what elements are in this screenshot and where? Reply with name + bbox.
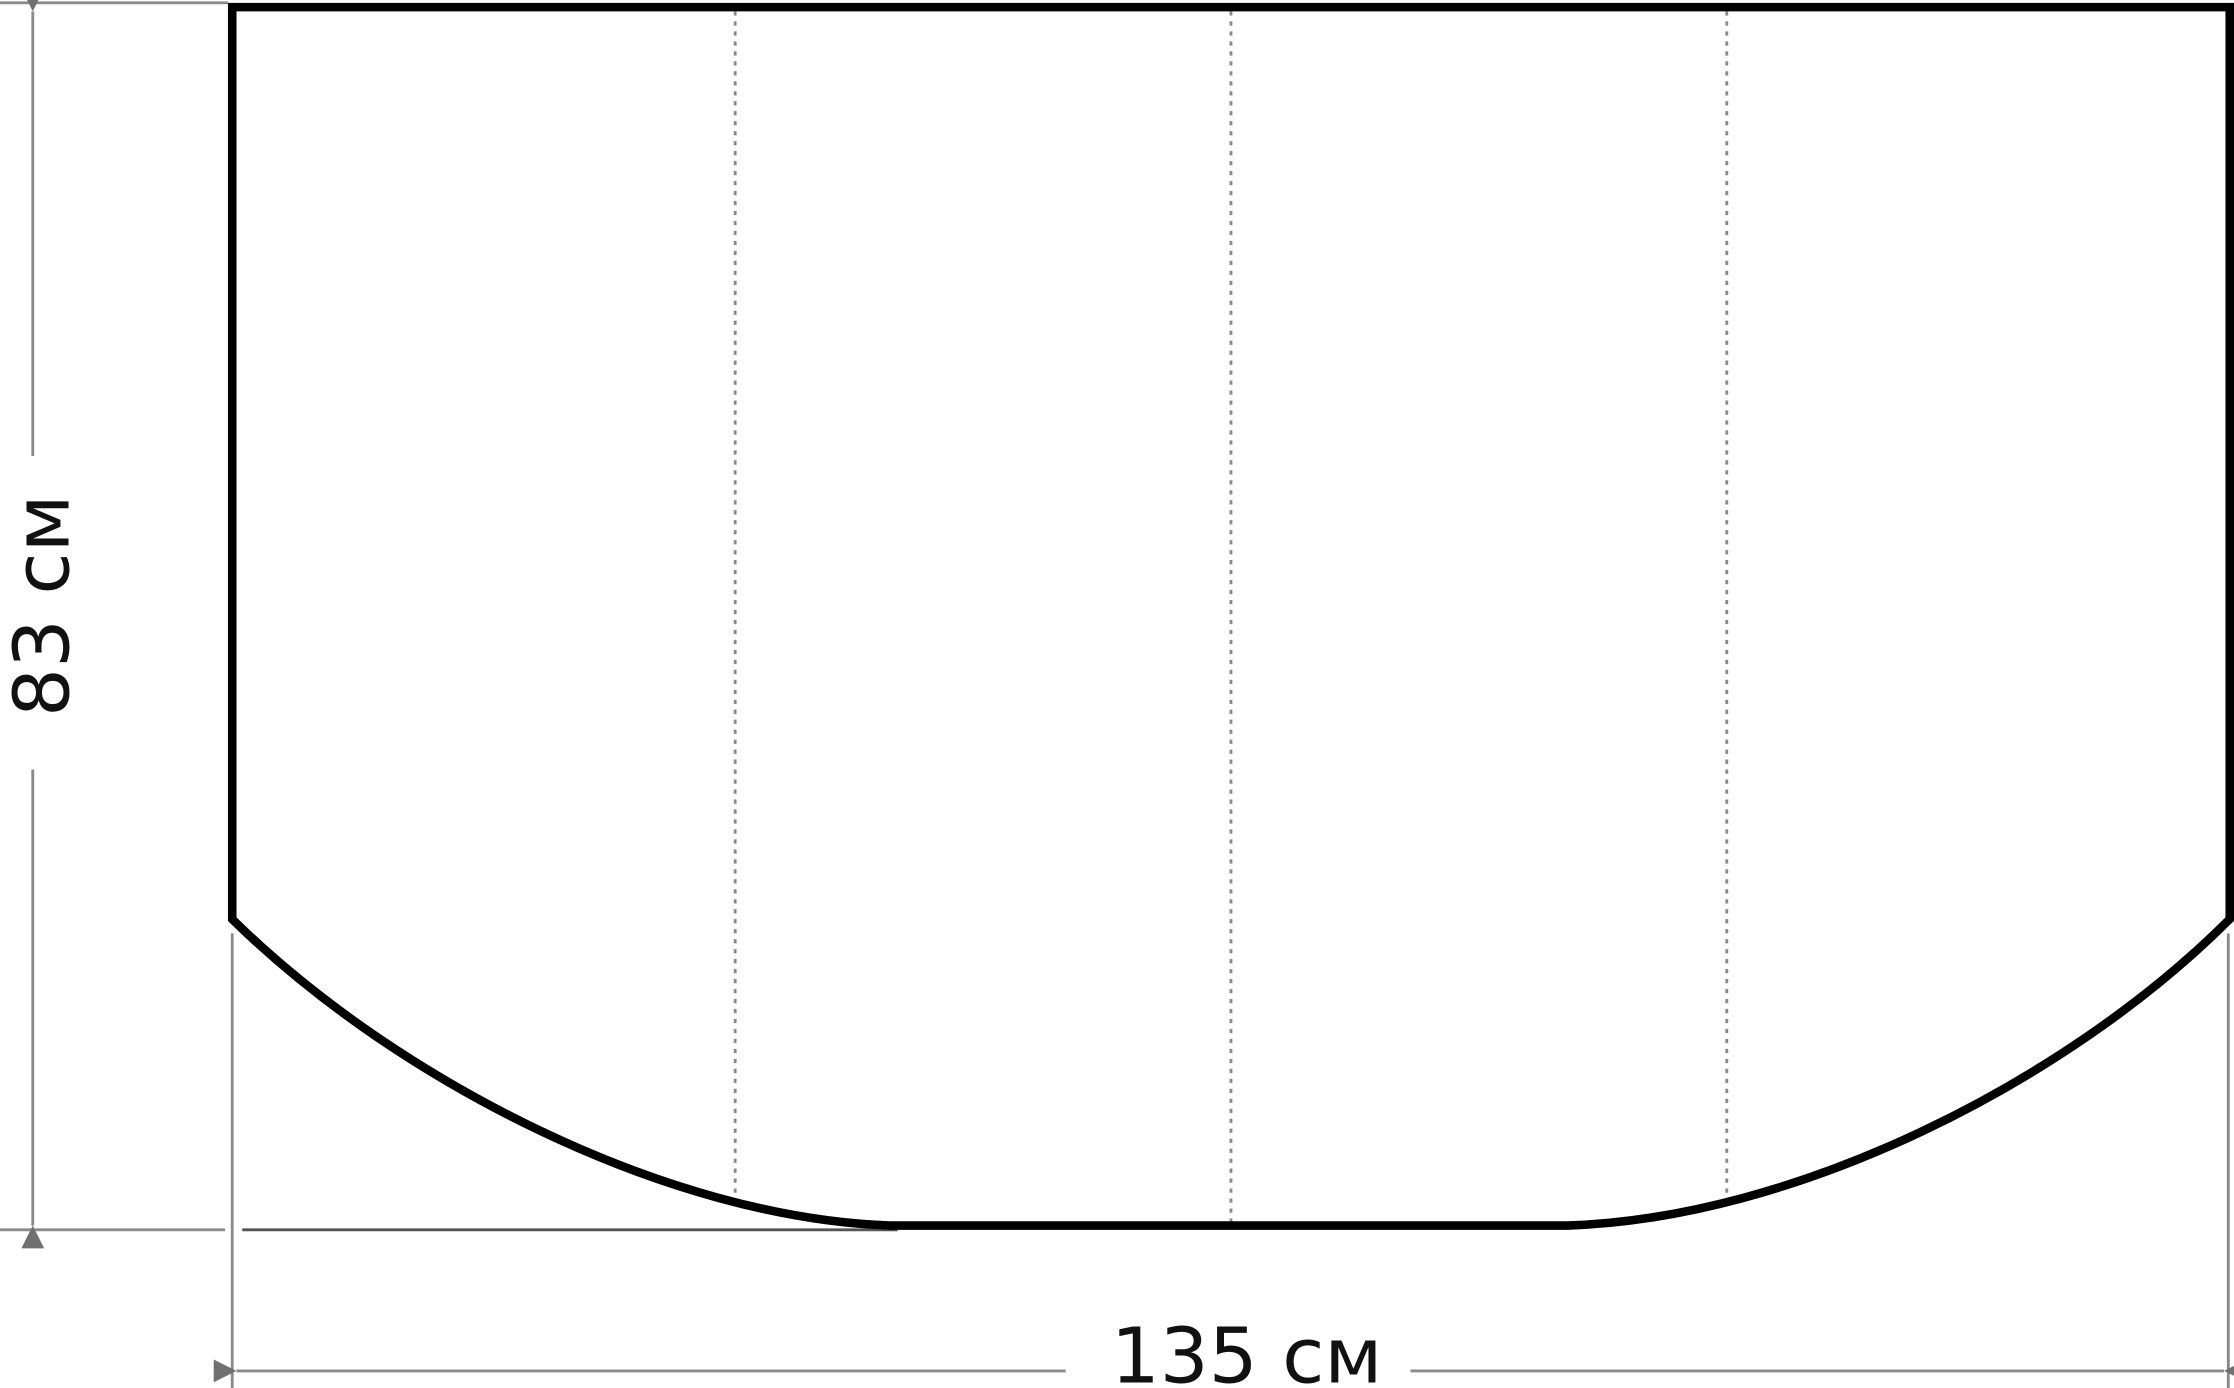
- height-label: 83 см: [0, 494, 87, 717]
- fold-lines: [733, 11, 1729, 1223]
- width-label: 135 см: [1111, 1312, 1383, 1388]
- shape-outline: [227, 2, 2234, 1230]
